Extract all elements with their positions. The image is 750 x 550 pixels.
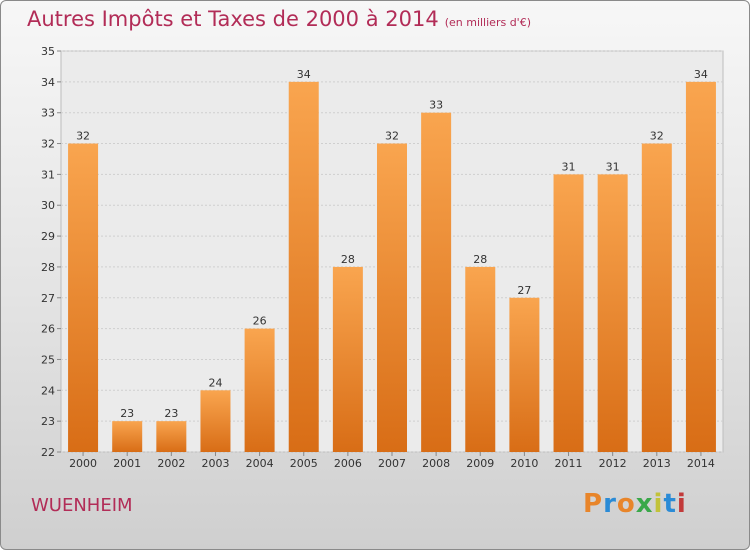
y-tick-label: 26 bbox=[41, 323, 55, 336]
value-label-2014: 34 bbox=[694, 68, 708, 81]
x-tick-label-2004: 2004 bbox=[246, 457, 274, 470]
y-tick-label: 31 bbox=[41, 168, 55, 181]
bar-2004 bbox=[244, 328, 275, 452]
value-label-2008: 33 bbox=[429, 99, 443, 112]
bar-2002 bbox=[156, 421, 187, 452]
value-label-2002: 23 bbox=[164, 407, 178, 420]
bar-2000 bbox=[68, 143, 99, 453]
y-tick-label: 29 bbox=[41, 230, 55, 243]
value-label-2010: 27 bbox=[517, 284, 531, 297]
y-tick-label: 32 bbox=[41, 138, 55, 151]
y-tick-label: 24 bbox=[41, 384, 55, 397]
x-tick-label-2006: 2006 bbox=[334, 457, 362, 470]
y-tick-label: 35 bbox=[41, 45, 55, 58]
x-tick-label-2009: 2009 bbox=[466, 457, 494, 470]
chart-title: Autres Impôts et Taxes de 2000 à 2014 (en… bbox=[27, 7, 531, 31]
value-label-2009: 28 bbox=[473, 253, 487, 266]
x-tick-label-2011: 2011 bbox=[555, 457, 583, 470]
bar-2001 bbox=[112, 421, 143, 452]
value-label-2005: 34 bbox=[297, 68, 311, 81]
bar-2010 bbox=[509, 297, 540, 452]
bar-2011 bbox=[553, 174, 584, 452]
value-label-2003: 24 bbox=[208, 376, 222, 389]
logo-letter: P bbox=[583, 489, 604, 519]
bar-2008 bbox=[421, 112, 452, 452]
x-tick-label-2013: 2013 bbox=[643, 457, 671, 470]
value-label-2007: 32 bbox=[385, 130, 399, 143]
x-tick-label-2001: 2001 bbox=[113, 457, 141, 470]
proxiti-logo: Proxiti bbox=[583, 489, 687, 519]
x-tick-label-2008: 2008 bbox=[422, 457, 450, 470]
bar-2007 bbox=[377, 143, 407, 453]
value-label-2013: 32 bbox=[650, 130, 664, 143]
bar-2003 bbox=[200, 390, 231, 452]
y-tick-label: 34 bbox=[41, 76, 55, 89]
y-tick-label: 33 bbox=[41, 107, 55, 120]
y-tick-label: 22 bbox=[41, 446, 55, 459]
value-label-2006: 28 bbox=[341, 253, 355, 266]
bar-2005 bbox=[288, 81, 319, 452]
x-tick-label-2000: 2000 bbox=[69, 457, 97, 470]
value-label-2011: 31 bbox=[562, 160, 576, 173]
logo-letter: r bbox=[603, 489, 617, 519]
bar-2012 bbox=[597, 174, 628, 452]
value-label-2012: 31 bbox=[606, 160, 620, 173]
y-tick-label: 30 bbox=[41, 199, 55, 212]
value-label-2004: 26 bbox=[253, 315, 267, 328]
x-tick-label-2002: 2002 bbox=[157, 457, 185, 470]
x-tick-label-2014: 2014 bbox=[687, 457, 715, 470]
x-tick-label-2007: 2007 bbox=[378, 457, 406, 470]
commune-name: WUENHEIM bbox=[31, 495, 133, 516]
y-tick-label: 23 bbox=[41, 415, 55, 428]
logo-letter: i bbox=[653, 489, 664, 519]
logo-letter: t bbox=[663, 489, 677, 519]
chart-subtitle: (en milliers d'€) bbox=[444, 16, 531, 29]
bar-2009 bbox=[465, 266, 496, 452]
y-tick-label: 28 bbox=[41, 261, 55, 274]
bar-2006 bbox=[332, 266, 363, 452]
bar-2013 bbox=[641, 143, 672, 453]
x-tick-label-2010: 2010 bbox=[510, 457, 538, 470]
logo-letter: x bbox=[635, 489, 654, 519]
value-label-2001: 23 bbox=[120, 407, 134, 420]
y-tick-label: 25 bbox=[41, 353, 55, 366]
value-label-2000: 32 bbox=[76, 130, 90, 143]
logo-letter: o bbox=[616, 489, 636, 519]
x-tick-label-2005: 2005 bbox=[290, 457, 318, 470]
x-tick-label-2012: 2012 bbox=[599, 457, 627, 470]
logo-letter: i bbox=[676, 489, 687, 519]
bar-2014 bbox=[685, 81, 716, 452]
y-tick-label: 27 bbox=[41, 292, 55, 305]
x-tick-label-2003: 2003 bbox=[201, 457, 229, 470]
